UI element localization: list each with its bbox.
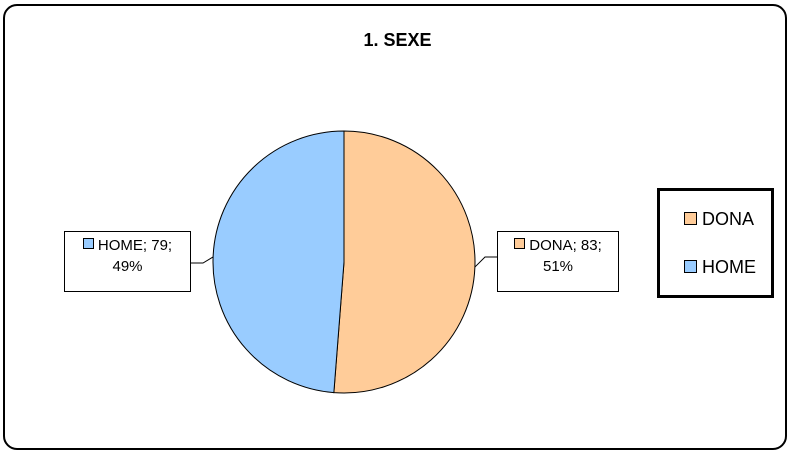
legend-item-dona: DONA [684,209,754,230]
leader-line-home [191,256,214,264]
chart-legend: DONA HOME [657,188,774,298]
pie-slice-dona [333,130,476,394]
data-label-dona-line1: DONA; 83; [529,237,602,254]
legend-swatch-home [684,260,697,273]
data-label-home: HOME; 79; 49% [64,231,191,292]
data-label-home-line2: 49% [112,258,143,275]
legend-label-dona: DONA [702,209,755,229]
pie-slice-home [212,130,345,394]
data-label-dona: DONA; 83; 51% [497,231,619,292]
chart-title: 1. SEXE [363,30,432,50]
leader-line-dona [474,256,497,268]
legend-item-home: HOME [684,257,756,278]
legend-swatch-dona [684,212,697,225]
data-label-dona-swatch [514,238,526,249]
legend-label-home: HOME [702,257,756,277]
data-label-dona-line2: 51% [542,258,574,275]
data-label-home-swatch [82,238,94,249]
data-label-home-line1: HOME; 79; [97,237,173,254]
